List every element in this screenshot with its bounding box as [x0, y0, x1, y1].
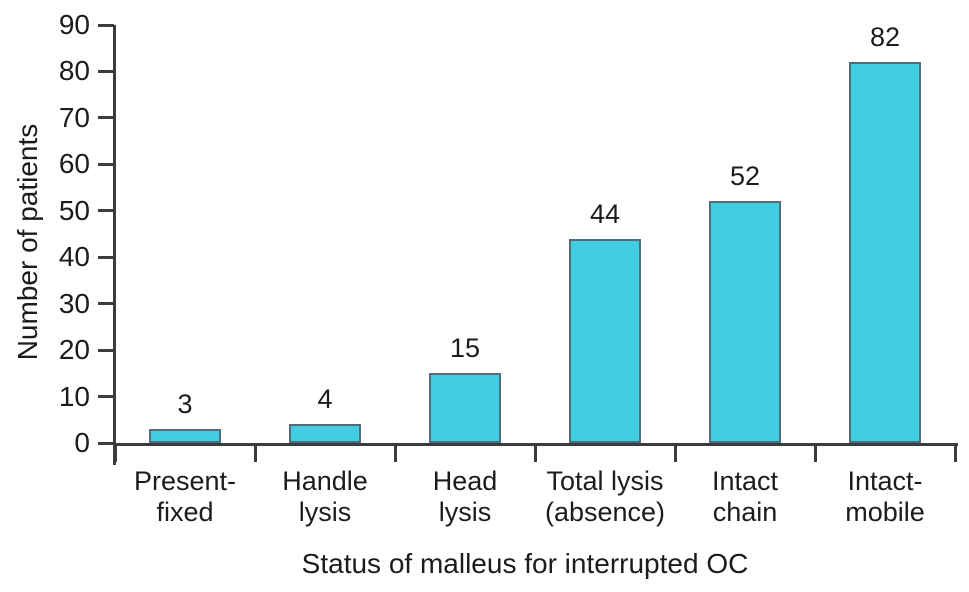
y-tick-mark	[98, 69, 114, 73]
bar	[289, 424, 361, 443]
category-label: Head lysis	[432, 466, 498, 527]
y-tick-mark	[98, 23, 114, 27]
x-tick-mark	[813, 443, 817, 462]
bar-value-label: 4	[317, 384, 333, 414]
y-tick-label: 20	[58, 334, 90, 366]
y-tick-mark	[98, 348, 114, 352]
y-tick-label: 90	[58, 9, 90, 40]
bar-value-label: 52	[729, 161, 761, 191]
y-tick-label: 30	[58, 287, 90, 319]
bar-value-label: 3	[177, 389, 193, 419]
category-label: Total lysis (absence)	[544, 466, 666, 527]
y-axis-line	[113, 25, 116, 463]
y-tick-mark	[98, 441, 114, 445]
bar	[569, 239, 641, 443]
category-label: Intact- mobile	[845, 466, 925, 527]
y-tick-label: 80	[58, 55, 90, 87]
bar	[429, 373, 501, 443]
bar-value-label: 82	[869, 22, 901, 52]
y-tick-label: 60	[58, 148, 90, 180]
y-tick-label: 40	[58, 241, 90, 273]
y-tick-mark	[98, 302, 114, 306]
category-label: Present- fixed	[133, 466, 237, 527]
category-label: Handle lysis	[282, 466, 368, 527]
x-tick-mark	[533, 443, 537, 462]
x-tick-mark	[253, 443, 257, 462]
bar	[149, 429, 221, 443]
y-axis-extension	[113, 443, 116, 465]
x-tick-mark	[953, 443, 957, 462]
bar-value-label: 44	[589, 199, 621, 229]
bar	[849, 62, 921, 443]
bar-value-label: 15	[449, 333, 481, 363]
y-tick-mark	[98, 255, 114, 259]
y-tick-label: 50	[58, 194, 90, 226]
bar	[709, 201, 781, 443]
category-label: Intact chain	[711, 466, 779, 527]
x-tick-mark	[673, 443, 677, 462]
y-tick-mark	[98, 162, 114, 166]
x-tick-mark	[393, 443, 397, 462]
y-tick-label: 10	[58, 380, 90, 412]
y-tick-mark	[98, 116, 114, 120]
y-tick-mark	[98, 395, 114, 399]
y-tick-mark	[98, 209, 114, 213]
x-axis-title: Status of malleus for interrupted OC	[301, 548, 749, 579]
y-tick-label: 0	[74, 427, 90, 458]
y-tick-label: 70	[58, 101, 90, 133]
